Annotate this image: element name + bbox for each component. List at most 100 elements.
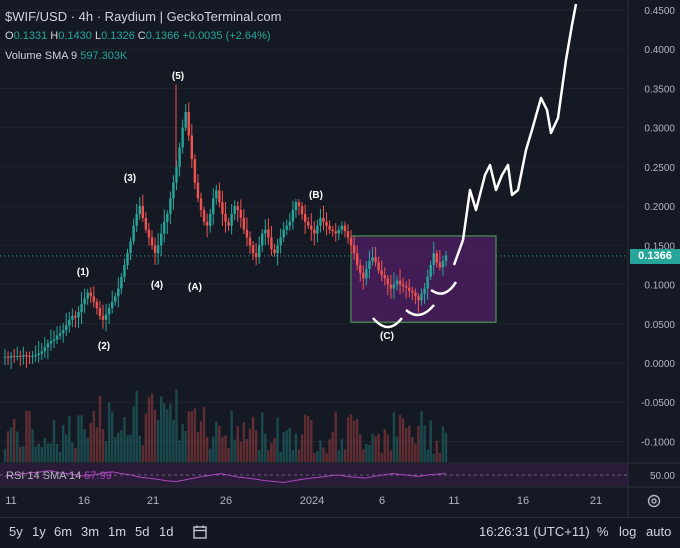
range-5d-button[interactable]: 5d [135, 524, 150, 539]
candle-body [141, 206, 145, 218]
price-axis: 0.4500 0.4000 0.3500 0.3000 0.2500 0.2000 0.15… [627, 0, 675, 517]
candle-body [426, 276, 429, 289]
volume-bar [355, 418, 359, 462]
volume-bar [239, 441, 243, 462]
candle-body [444, 255, 448, 262]
range-3m-button[interactable]: 3m [81, 524, 100, 539]
range-5y-button[interactable]: 5y [9, 524, 23, 539]
candle-body [300, 206, 304, 214]
volume-bar [435, 440, 439, 462]
log-toggle[interactable]: log [619, 524, 637, 539]
volume-bar [135, 390, 138, 462]
volume-label: Volume SMA 9 [5, 50, 78, 62]
wave-label: (3) [124, 173, 136, 184]
volume-bar [92, 410, 96, 462]
candle-body [257, 245, 261, 258]
candle-body [408, 287, 411, 291]
candle-body [77, 312, 80, 318]
volume-bar [74, 448, 77, 462]
candle-body [190, 135, 194, 160]
price-tick-label: -0.1000 [641, 437, 675, 448]
volume-bar [129, 434, 132, 462]
volume-bar [196, 432, 200, 462]
wave-label: (B) [309, 190, 323, 201]
auto-toggle[interactable]: auto [646, 524, 672, 539]
bottom-toolbar: 5y 1y 6m 3m 1m 5d 1d 16:26:31 (UTC+11) %… [0, 517, 680, 548]
volume-bar [365, 443, 368, 462]
rsi-readout: RSI 14 SMA 14 57.99 [6, 470, 112, 482]
candle-body [310, 225, 313, 230]
range-1d-button[interactable]: 1d [159, 524, 174, 539]
volume-bar [300, 434, 304, 462]
volume-bar [58, 451, 62, 462]
volume-bar [310, 420, 313, 462]
candles [3, 84, 448, 369]
ohlc-readout: O0.1331 H0.1430 L0.1326 C0.1366 +0.0035 … [5, 30, 271, 42]
volume-bar [46, 443, 50, 462]
candle-body [343, 225, 347, 232]
volume-bar [86, 437, 89, 462]
volume-bar [208, 448, 212, 462]
candle-body [239, 210, 243, 218]
candle-body [325, 221, 328, 226]
candle-body [420, 293, 423, 301]
volume-readout: Volume SMA 9 597.303K [5, 50, 127, 62]
volume-bar [144, 413, 148, 462]
range-6m-button[interactable]: 6m [54, 524, 73, 539]
range-1y-button[interactable]: 1y [32, 524, 46, 539]
volume-bar [343, 449, 347, 462]
close-value: 0.1366 [145, 30, 180, 42]
percent-toggle[interactable]: % [597, 524, 609, 539]
open-value: 0.1331 [13, 30, 48, 42]
time-tick-label: 26 [220, 495, 232, 507]
candle-body [153, 245, 157, 254]
volume-bar [233, 439, 236, 462]
candle-body [184, 111, 187, 128]
candle-body [58, 333, 62, 336]
volume-bar [77, 415, 80, 462]
candle-body [138, 206, 141, 214]
low-label: L [94, 30, 102, 42]
volume-bar [401, 418, 405, 462]
candle-body [224, 213, 227, 222]
candle-body [398, 280, 402, 285]
volume-bar [83, 429, 86, 462]
volume-bar [230, 410, 233, 462]
candle-body [187, 111, 190, 136]
candle-body [389, 284, 393, 289]
volume-value: 597.303K [80, 50, 128, 62]
volume-bar [163, 403, 166, 462]
clock-readout: 16:26:31 (UTC+11) [479, 524, 590, 539]
candle-body [110, 301, 114, 309]
candle-body [71, 315, 74, 320]
time-tick-label: 21 [147, 495, 159, 507]
volume-bar [322, 447, 325, 462]
volume-bar [297, 449, 301, 462]
candle-body [334, 231, 337, 234]
volume-bar [16, 431, 19, 462]
volume-bar [49, 443, 53, 462]
volume-bar [193, 408, 197, 462]
candle-body [429, 264, 432, 277]
volume-bar [107, 402, 111, 462]
candle-body [221, 202, 224, 214]
wave-label: (5) [172, 71, 184, 82]
candle-body [288, 221, 292, 226]
calendar-icon[interactable] [192, 524, 208, 540]
volume-bar [380, 452, 383, 462]
volume-bar [175, 389, 178, 462]
candle-body [417, 296, 420, 301]
candle-body [117, 288, 120, 297]
candle-body [144, 217, 148, 230]
candle-body [31, 355, 34, 357]
candle-body [9, 355, 13, 358]
gear-icon[interactable] [646, 493, 662, 509]
candle-body [101, 315, 105, 320]
candle-body [166, 213, 169, 222]
candle-body [331, 229, 334, 232]
volume-bar [251, 416, 255, 462]
candle-body [95, 301, 99, 309]
range-1m-button[interactable]: 1m [108, 524, 127, 539]
price-tick-label: 0.3000 [644, 124, 675, 135]
